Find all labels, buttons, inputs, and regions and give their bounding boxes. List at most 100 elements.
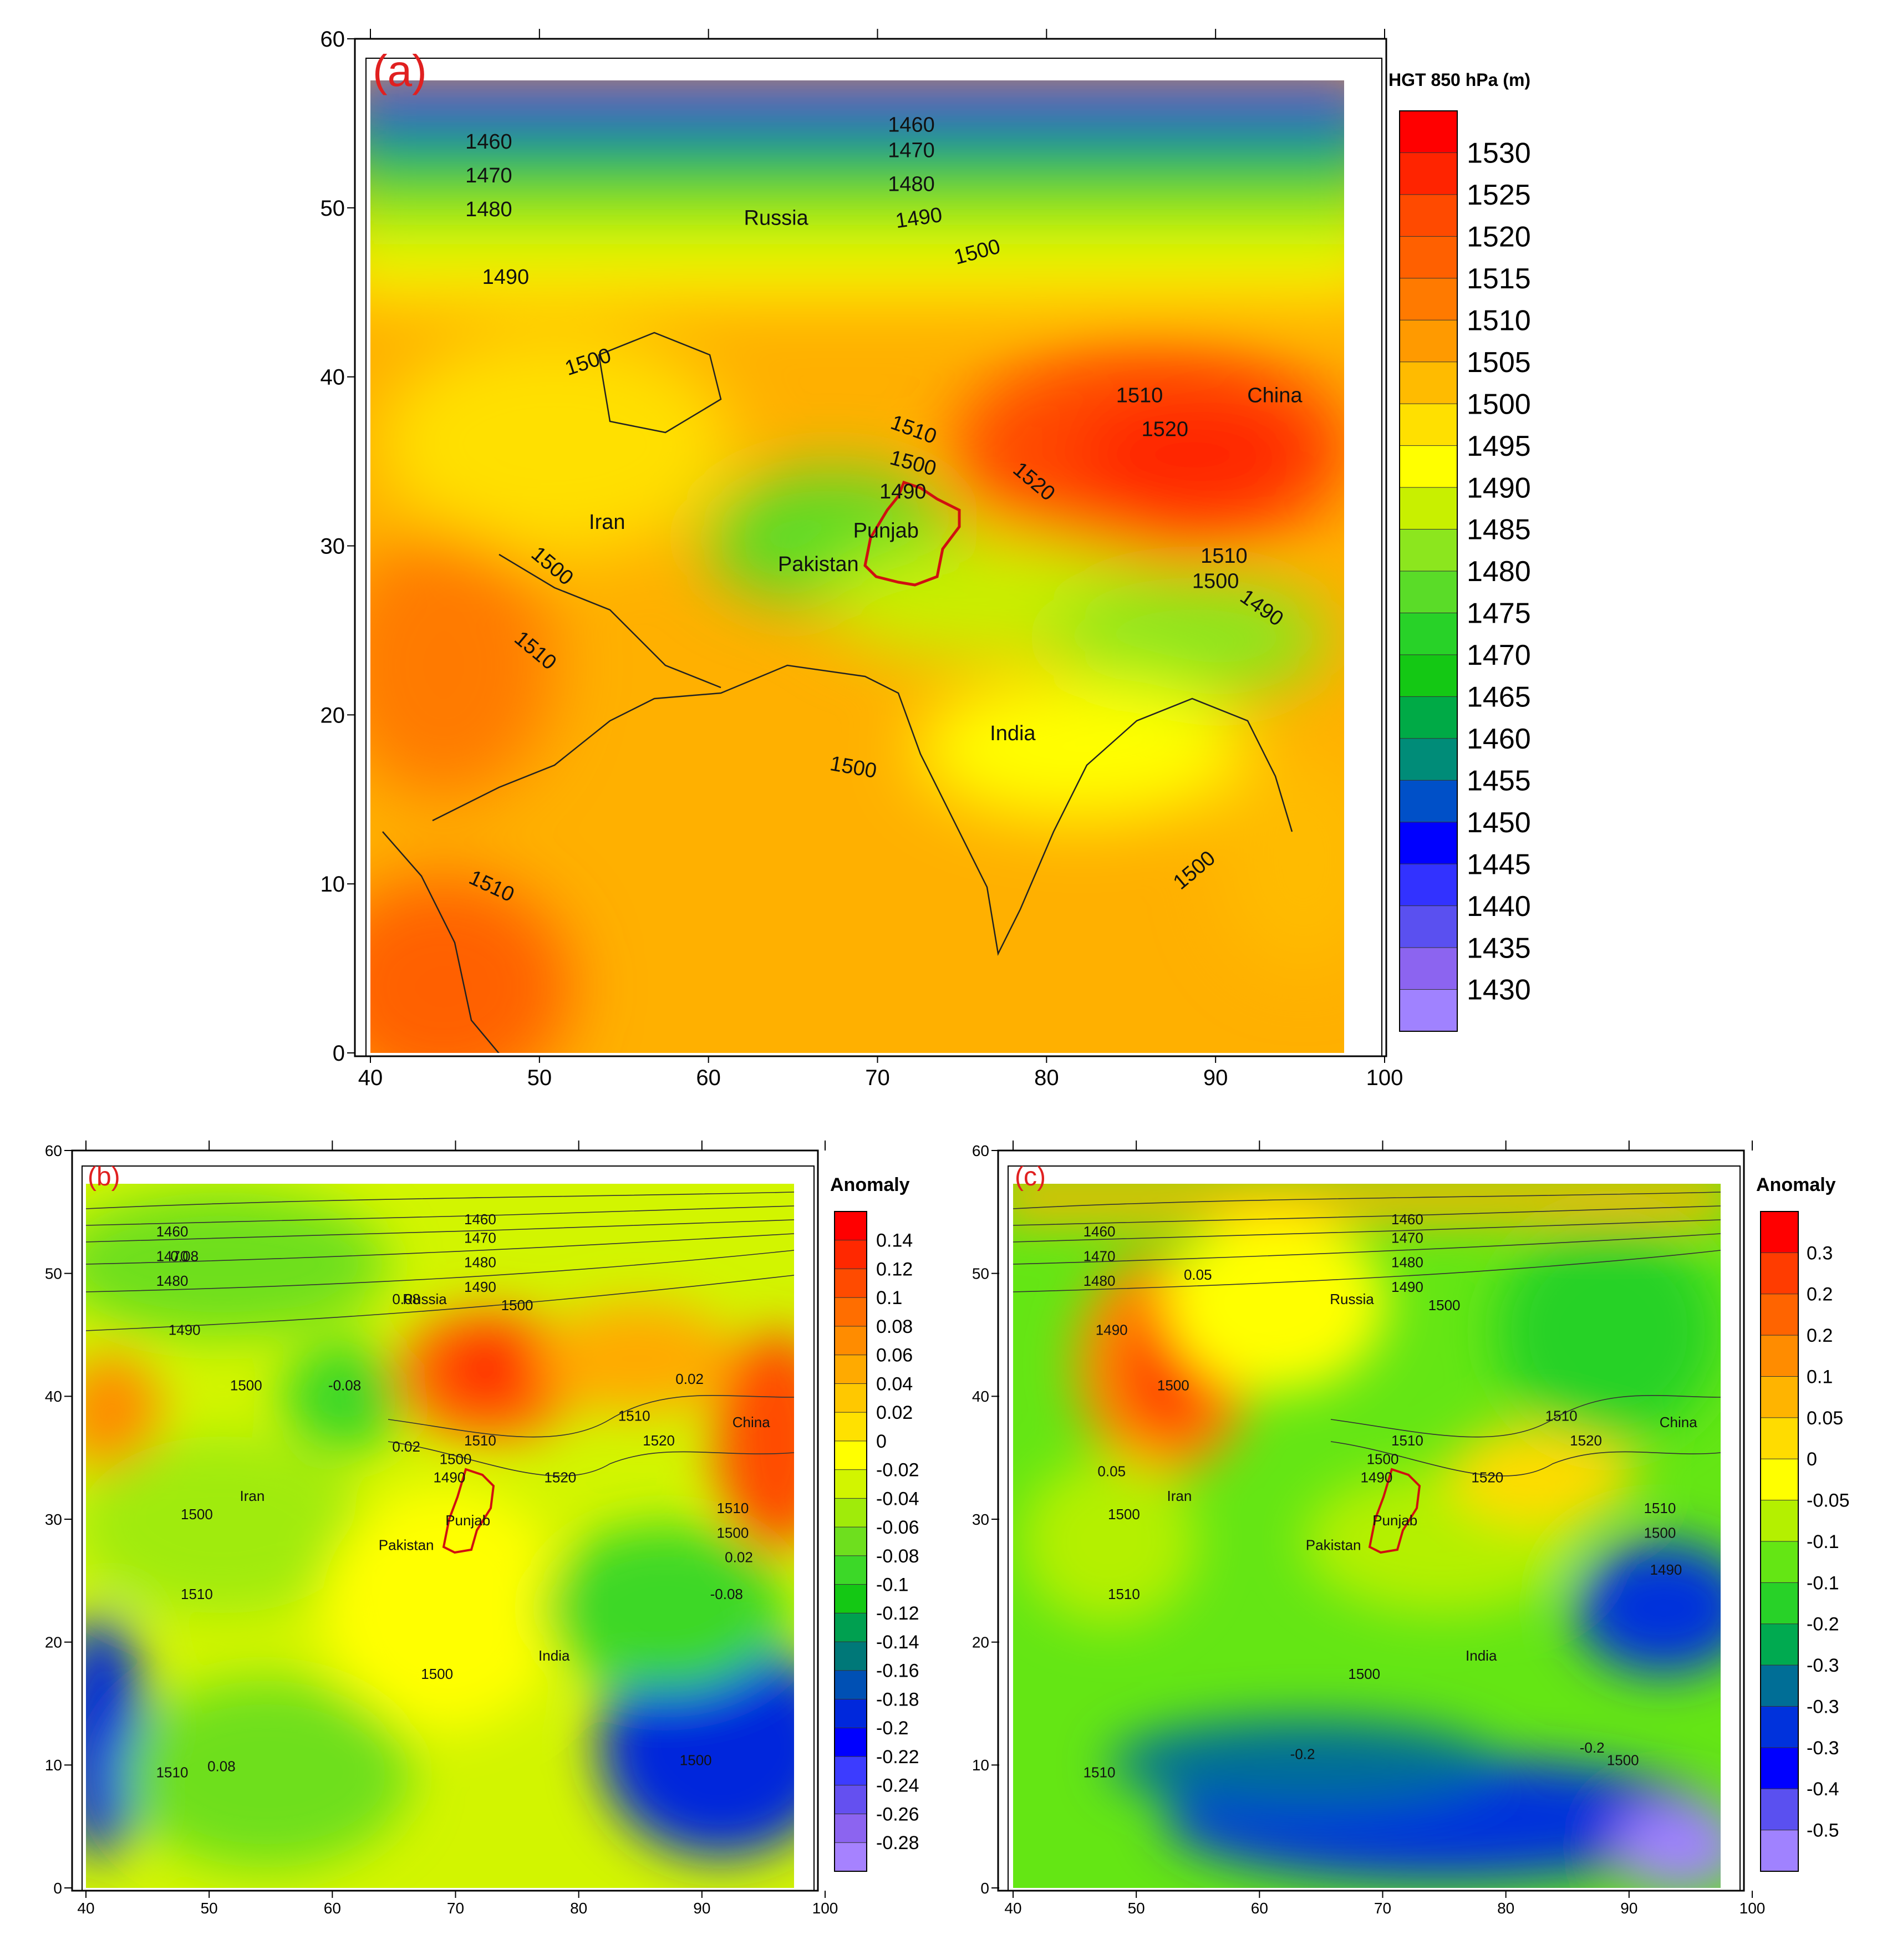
contour-label: 1520 bbox=[1570, 1432, 1602, 1449]
legend-label: 1440 bbox=[1467, 890, 1531, 923]
panel-b-label: (b) bbox=[88, 1162, 120, 1192]
legend-swatch bbox=[1760, 1294, 1799, 1336]
legend-label: 1470 bbox=[1467, 639, 1531, 671]
contour-label: 1500 bbox=[1367, 1450, 1399, 1467]
contour-label: 0.08 bbox=[170, 1248, 199, 1265]
contour-label: 1520 bbox=[1141, 418, 1188, 441]
panel-c-punjab-outline bbox=[1368, 1468, 1421, 1554]
contour-label: 1490 bbox=[433, 1469, 465, 1486]
place-label-russia: Russia bbox=[403, 1291, 447, 1307]
y-tick-label: 0 bbox=[333, 1041, 345, 1066]
y-tick-label: 40 bbox=[45, 1388, 62, 1405]
legend-label: 1475 bbox=[1467, 598, 1531, 630]
legend-swatch bbox=[1399, 110, 1458, 154]
y-tick-label: 60 bbox=[321, 27, 345, 52]
panel-b-contours bbox=[86, 1192, 794, 1477]
legend-swatch bbox=[1399, 905, 1458, 949]
contour-label: 1510 bbox=[464, 1432, 496, 1449]
legend-label: -0.1 bbox=[1807, 1531, 1839, 1552]
place-label-india: India bbox=[1466, 1647, 1497, 1664]
legend-swatch bbox=[834, 1268, 867, 1299]
contour-label: 1500 bbox=[1348, 1666, 1380, 1682]
place-label-russia: Russia bbox=[1330, 1291, 1374, 1307]
contour-label: 1510 bbox=[181, 1586, 213, 1602]
legend-label: 0.05 bbox=[1807, 1408, 1843, 1429]
y-tick-label: 10 bbox=[321, 872, 345, 897]
legend-label: 1450 bbox=[1467, 807, 1531, 839]
x-tick-label: 80 bbox=[570, 1900, 587, 1917]
legend-title: HGT 850 hPa (m) bbox=[1388, 70, 1530, 90]
y-tick-label: 20 bbox=[45, 1633, 62, 1651]
legend-swatch bbox=[1399, 863, 1458, 907]
legend-label: 0.2 bbox=[1807, 1284, 1833, 1305]
legend-label: 1465 bbox=[1467, 681, 1531, 714]
legend-swatch bbox=[834, 1440, 867, 1470]
legend-label: -0.24 bbox=[876, 1775, 919, 1796]
contour-label: 1510 bbox=[1201, 544, 1248, 568]
legend-swatch bbox=[1760, 1706, 1799, 1748]
contour-label: 1490 bbox=[879, 480, 927, 503]
contour-label: 1480 bbox=[156, 1272, 189, 1289]
legend-frame bbox=[1760, 1211, 1799, 1872]
panel-c-label: (c) bbox=[1015, 1162, 1046, 1192]
legend-swatch bbox=[1760, 1623, 1799, 1666]
contour-label: 1470 bbox=[156, 1248, 189, 1265]
legend-swatch bbox=[1760, 1582, 1799, 1625]
x-tick-label: 90 bbox=[1203, 1066, 1228, 1090]
legend-label: 1515 bbox=[1467, 263, 1531, 295]
contour-label: -0.2 bbox=[1290, 1745, 1315, 1762]
legend-swatch bbox=[834, 1785, 867, 1815]
contour-label: 1460 bbox=[888, 114, 935, 137]
contour-label: 1500 bbox=[1607, 1752, 1639, 1768]
contour-label: 1490 bbox=[464, 1279, 496, 1295]
legend-frame bbox=[1399, 110, 1458, 1032]
legend-swatch bbox=[834, 1412, 867, 1442]
panel-a-frame-inner bbox=[365, 58, 1382, 1057]
x-tick-label: 50 bbox=[1128, 1900, 1145, 1917]
legend-swatch bbox=[834, 1727, 867, 1758]
panel-a-label: (a) bbox=[373, 46, 427, 95]
legend-label: -0.3 bbox=[1807, 1696, 1839, 1717]
legend-label: -0.2 bbox=[876, 1718, 909, 1739]
x-tick-label: 70 bbox=[1374, 1900, 1391, 1917]
legend-label: -0.1 bbox=[1807, 1572, 1839, 1594]
legend-label: 0.06 bbox=[876, 1345, 913, 1366]
y-tick-label: 20 bbox=[972, 1633, 989, 1651]
contour-label: 1470 bbox=[464, 1229, 496, 1246]
place-label-china: China bbox=[1660, 1414, 1697, 1430]
legend-title: Anomaly bbox=[830, 1174, 910, 1195]
y-tick-label: 30 bbox=[321, 534, 345, 559]
legend-swatch bbox=[834, 1555, 867, 1585]
legend-swatch bbox=[1760, 1376, 1799, 1418]
legend-label: 1520 bbox=[1467, 221, 1531, 253]
contour-label: 1490 bbox=[1096, 1322, 1128, 1338]
contour-label: 1490 bbox=[1391, 1279, 1423, 1295]
contour-label: 1460 bbox=[1391, 1211, 1423, 1228]
contour-label: 1500 bbox=[1192, 570, 1239, 593]
y-tick-label: 50 bbox=[972, 1265, 989, 1282]
x-tick-label: 60 bbox=[324, 1900, 341, 1917]
contour-label: 1480 bbox=[465, 198, 512, 221]
contour-label: 1500 bbox=[1157, 1377, 1189, 1393]
legend-swatch bbox=[1399, 236, 1458, 279]
place-label-pakistan: Pakistan bbox=[1306, 1536, 1361, 1553]
legend-swatch bbox=[1399, 571, 1458, 614]
legend-swatch bbox=[1399, 780, 1458, 823]
x-tick-label: 70 bbox=[447, 1900, 464, 1917]
legend-swatch bbox=[1399, 445, 1458, 488]
legend-swatch bbox=[1760, 1335, 1799, 1377]
legend-label: 1525 bbox=[1467, 179, 1531, 211]
contour-label: 0.08 bbox=[207, 1758, 236, 1774]
legend-label: 0 bbox=[876, 1431, 887, 1452]
contour-label: 0.05 bbox=[1097, 1463, 1126, 1479]
y-tick-label: 50 bbox=[45, 1265, 62, 1282]
legend-swatch bbox=[1399, 612, 1458, 655]
contour-label: 1500 bbox=[501, 1297, 533, 1314]
legend-swatch bbox=[1760, 1541, 1799, 1584]
place-label-punjab: Punjab bbox=[445, 1512, 490, 1529]
legend-label: 0.14 bbox=[876, 1230, 913, 1251]
panel-b-field bbox=[86, 1184, 794, 1888]
x-tick-label: 100 bbox=[812, 1900, 838, 1917]
legend-swatch bbox=[834, 1584, 867, 1614]
legend-swatch bbox=[1760, 1500, 1799, 1542]
